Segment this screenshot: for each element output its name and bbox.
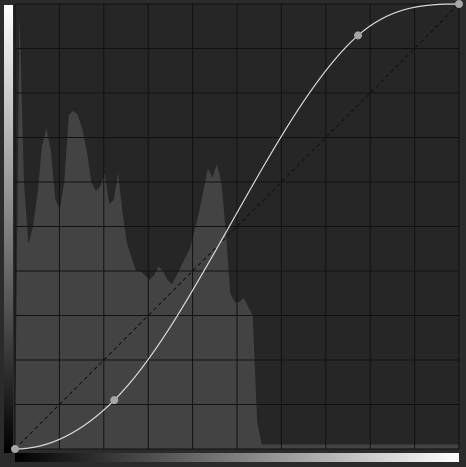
tone-curve-line[interactable]: [14, 3, 460, 450]
control-point-1[interactable]: [11, 445, 19, 453]
input-gradient-bar: [15, 453, 459, 462]
control-points[interactable]: [11, 0, 463, 453]
control-point-4[interactable]: [455, 0, 463, 8]
grid: [14, 3, 460, 450]
control-point-3[interactable]: [354, 31, 363, 40]
histogram-area: [15, 12, 459, 450]
histogram: [15, 12, 459, 450]
control-point-2[interactable]: [110, 396, 119, 405]
output-gradient-bar: [4, 5, 13, 453]
